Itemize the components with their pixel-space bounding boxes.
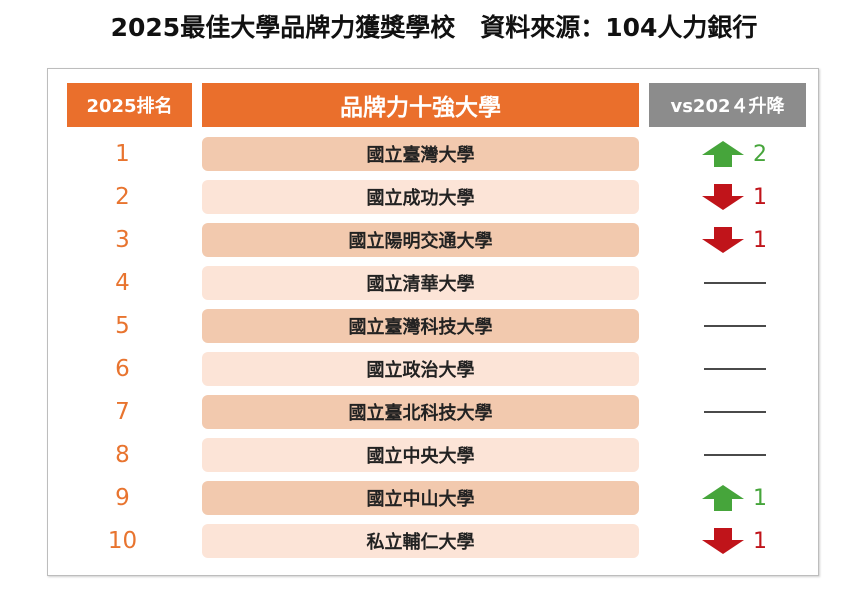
rank-change: [675, 352, 795, 386]
table-row: 8 國立中央大學: [0, 438, 868, 472]
rank-number: 9: [115, 485, 130, 511]
university-name: 國立臺灣大學: [202, 137, 639, 171]
table-row: 5 國立臺灣科技大學: [0, 309, 868, 343]
arrow-down-icon: [702, 184, 744, 210]
rank-number: 7: [115, 399, 130, 425]
rank-number: 1: [115, 141, 130, 167]
no-change-dash-icon: [704, 411, 766, 413]
university-name: 國立清華大學: [202, 266, 639, 300]
table-row: 1 國立臺灣大學 2: [0, 137, 868, 171]
table-row: 2 國立成功大學 1: [0, 180, 868, 214]
rank-number: 5: [115, 313, 130, 339]
rank-number: 3: [115, 227, 130, 253]
university-name: 國立臺灣科技大學: [202, 309, 639, 343]
rank-change: [675, 438, 795, 472]
page-title: 2025最佳大學品牌力獲獎學校 資料來源：104人力銀行: [110, 13, 758, 42]
table-row: 7 國立臺北科技大學: [0, 395, 868, 429]
university-name: 國立中山大學: [202, 481, 639, 515]
change-value: 2: [753, 141, 767, 167]
rank-change: 1: [675, 180, 795, 214]
university-name: 國立陽明交通大學: [202, 223, 639, 257]
change-value: 1: [753, 528, 767, 554]
change-value: 1: [753, 184, 767, 210]
table-row: 3 國立陽明交通大學 1: [0, 223, 868, 257]
table-row: 10 私立輔仁大學 1: [0, 524, 868, 558]
change-value: 1: [753, 485, 767, 511]
no-change-dash-icon: [704, 282, 766, 284]
change-column-header: vs202４升降: [649, 83, 806, 127]
rank-change: 1: [675, 481, 795, 515]
rank-change: [675, 266, 795, 300]
arrow-down-icon: [702, 528, 744, 554]
rank-change: [675, 309, 795, 343]
university-column-header: 品牌力十強大學: [202, 83, 639, 127]
rank-number: 8: [115, 442, 130, 468]
rank-change: [675, 395, 795, 429]
table-row: 9 國立中山大學 1: [0, 481, 868, 515]
rank-column-header: 2025排名: [67, 83, 192, 127]
university-name: 國立政治大學: [202, 352, 639, 386]
arrow-up-icon: [702, 141, 744, 167]
no-change-dash-icon: [704, 454, 766, 456]
ranking-table-frame: [47, 68, 819, 576]
no-change-dash-icon: [704, 368, 766, 370]
rank-number: 10: [107, 528, 138, 554]
rank-number: 4: [115, 270, 130, 296]
table-row: 6 國立政治大學: [0, 352, 868, 386]
university-name: 國立中央大學: [202, 438, 639, 472]
rank-change: 2: [675, 137, 795, 171]
table-row: 4 國立清華大學: [0, 266, 868, 300]
rank-change: 1: [675, 223, 795, 257]
arrow-up-icon: [702, 485, 744, 511]
change-value: 1: [753, 227, 767, 253]
no-change-dash-icon: [704, 325, 766, 327]
arrow-down-icon: [702, 227, 744, 253]
rank-number: 6: [115, 356, 130, 382]
rank-number: 2: [115, 184, 130, 210]
university-name: 私立輔仁大學: [202, 524, 639, 558]
rank-change: 1: [675, 524, 795, 558]
university-name: 國立成功大學: [202, 180, 639, 214]
university-name: 國立臺北科技大學: [202, 395, 639, 429]
